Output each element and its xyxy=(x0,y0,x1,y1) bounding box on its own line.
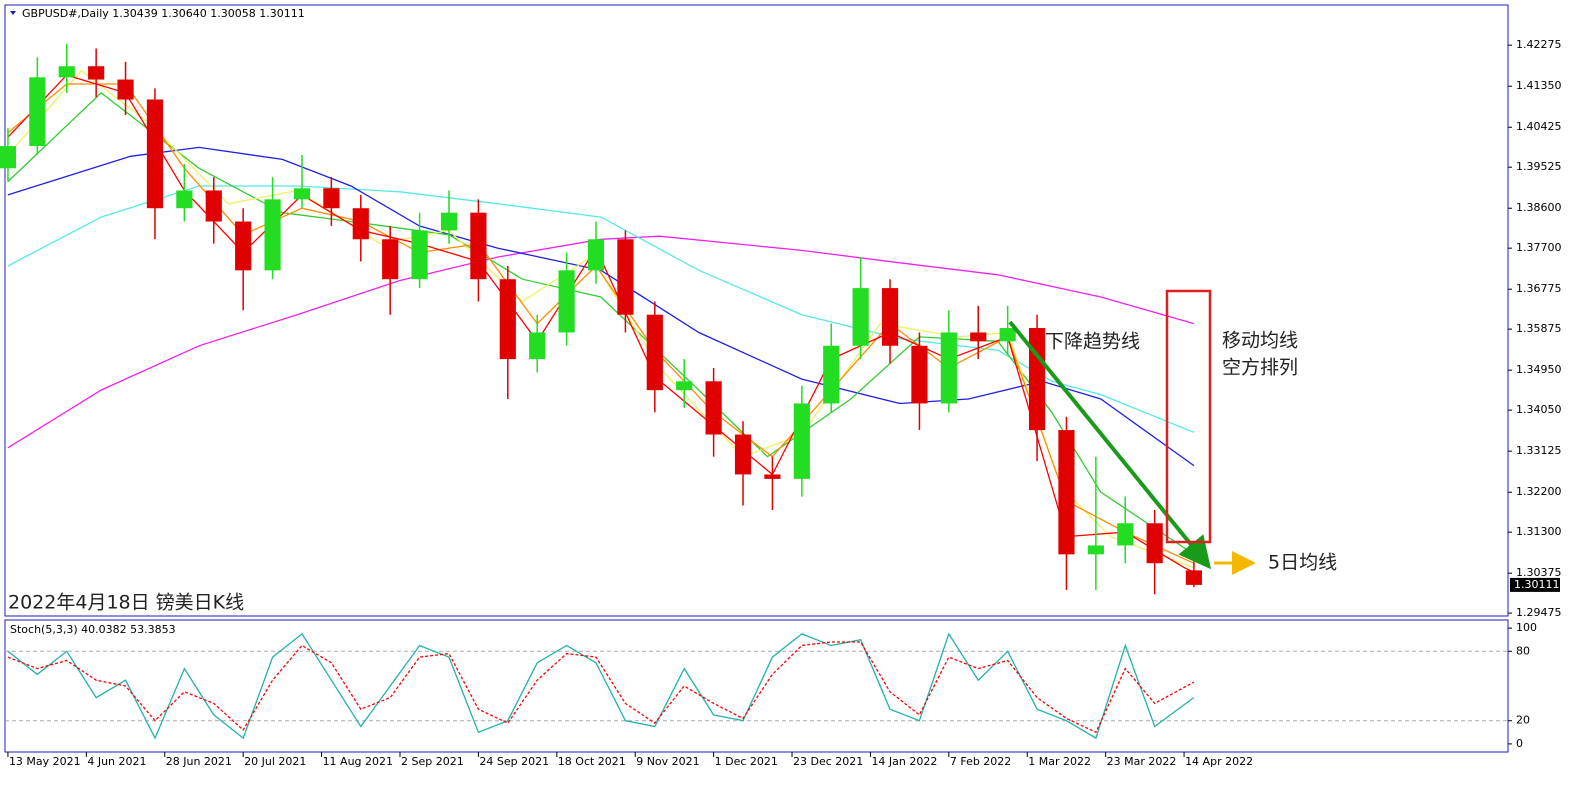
x-tick-label: 14 Apr 2022 xyxy=(1185,755,1253,768)
x-tick-label: 28 Jun 2021 xyxy=(166,755,232,768)
candle-body xyxy=(911,345,928,404)
candle-body xyxy=(1087,545,1104,555)
y-tick-label: 1.30375 xyxy=(1516,566,1562,579)
x-tick-label: 7 Feb 2022 xyxy=(950,755,1011,768)
annotation: 5日均线 xyxy=(1268,552,1337,574)
x-tick-label: 14 Jan 2022 xyxy=(871,755,937,768)
y-tick-label: 1.34050 xyxy=(1516,403,1562,416)
y-tick-label: 1.41350 xyxy=(1516,79,1562,92)
x-tick-label: 9 Nov 2021 xyxy=(636,755,699,768)
y-tick-label: 0 xyxy=(1516,737,1523,750)
x-tick-label: 23 Dec 2021 xyxy=(793,755,863,768)
x-tick-label: 23 Mar 2022 xyxy=(1107,755,1177,768)
candle-body xyxy=(499,279,516,360)
candle-body xyxy=(411,230,428,280)
x-tick-label: 1 Dec 2021 xyxy=(715,755,778,768)
x-tick-label: 11 Aug 2021 xyxy=(323,755,393,768)
candle-body xyxy=(587,239,605,271)
y-tick-label: 1.31300 xyxy=(1516,525,1562,538)
candle-body xyxy=(0,146,17,169)
y-tick-label: 1.39525 xyxy=(1516,160,1562,173)
candle-body xyxy=(705,381,722,435)
indicator-line xyxy=(7,641,1195,734)
highlight-box xyxy=(1165,289,1212,544)
candle-body xyxy=(29,77,46,147)
candle-body xyxy=(793,403,810,479)
x-tick-label: 20 Jul 2021 xyxy=(244,755,306,768)
x-tick-label: 1 Mar 2022 xyxy=(1028,755,1091,768)
candle-body xyxy=(352,208,369,240)
candle-body xyxy=(676,381,693,391)
x-tick-label: 13 May 2021 xyxy=(9,755,81,768)
y-tick-label: 1.38600 xyxy=(1516,201,1562,214)
candle-body xyxy=(176,190,193,209)
stoch-panel xyxy=(4,619,1509,753)
menu-icon[interactable] xyxy=(10,11,16,15)
candle-body xyxy=(529,332,546,360)
candle-body xyxy=(1146,523,1163,564)
chart-title: GBPUSD#,Daily 1.30439 1.30640 1.30058 1.… xyxy=(22,7,305,20)
annotation: 下降趋势线 xyxy=(1045,331,1140,353)
price-tag-label: 1.30111 xyxy=(1514,578,1560,591)
candle-body xyxy=(470,212,487,280)
candle-body xyxy=(323,188,340,209)
candle-body xyxy=(852,288,869,346)
candle-body xyxy=(646,314,663,391)
candle-body xyxy=(617,239,634,315)
candle-body xyxy=(940,332,957,404)
candle-body xyxy=(440,212,458,231)
candle-body xyxy=(999,328,1016,342)
candle-body xyxy=(1028,328,1046,431)
y-tick-label: 1.32200 xyxy=(1516,485,1562,498)
y-tick-label: 1.34950 xyxy=(1516,363,1562,376)
y-tick-label: 80 xyxy=(1516,644,1530,657)
candle-body xyxy=(970,332,987,342)
candle-body xyxy=(823,345,840,404)
candle-body xyxy=(293,188,311,200)
candle-body xyxy=(881,288,899,346)
candle-body xyxy=(1185,570,1202,585)
main-panel xyxy=(4,4,1509,617)
y-tick-label: 1.36775 xyxy=(1516,282,1562,295)
y-tick-label: 1.42275 xyxy=(1516,38,1562,51)
candle-body xyxy=(1058,430,1075,555)
x-tick-label: 4 Jun 2021 xyxy=(87,755,146,768)
candle-body xyxy=(58,66,75,78)
y-tick-label: 1.37700 xyxy=(1516,241,1562,254)
x-tick-label: 24 Sep 2021 xyxy=(479,755,549,768)
candle-body xyxy=(764,474,781,479)
y-tick-label: 100 xyxy=(1516,621,1537,634)
candle-body xyxy=(382,239,399,280)
price-tag xyxy=(1510,577,1560,592)
y-tick-label: 1.40425 xyxy=(1516,120,1562,133)
candle-body xyxy=(117,79,134,100)
annotation: 空方排列 xyxy=(1222,357,1298,379)
y-tick-label: 1.33125 xyxy=(1516,444,1562,457)
y-tick-label: 20 xyxy=(1516,714,1530,727)
candle-body xyxy=(205,190,222,222)
candle-body xyxy=(558,270,575,333)
y-tick-label: 1.29475 xyxy=(1516,606,1562,619)
x-tick-label: 2 Sep 2021 xyxy=(401,755,464,768)
annotation: 2022年4月18日 镑美日K线 xyxy=(8,592,244,614)
indicator-title: Stoch(5,3,3) 40.0382 53.3853 xyxy=(10,623,176,636)
candle-body xyxy=(146,99,164,209)
candle-body xyxy=(88,66,105,80)
candle-body xyxy=(1117,523,1134,546)
trend-line xyxy=(1008,320,1212,570)
x-tick-label: 18 Oct 2021 xyxy=(558,755,626,768)
candle-body xyxy=(734,434,752,475)
annotation: 移动均线 xyxy=(1222,330,1298,352)
candle-body xyxy=(264,199,281,271)
candle-body xyxy=(235,221,252,271)
y-tick-label: 1.35875 xyxy=(1516,322,1562,335)
